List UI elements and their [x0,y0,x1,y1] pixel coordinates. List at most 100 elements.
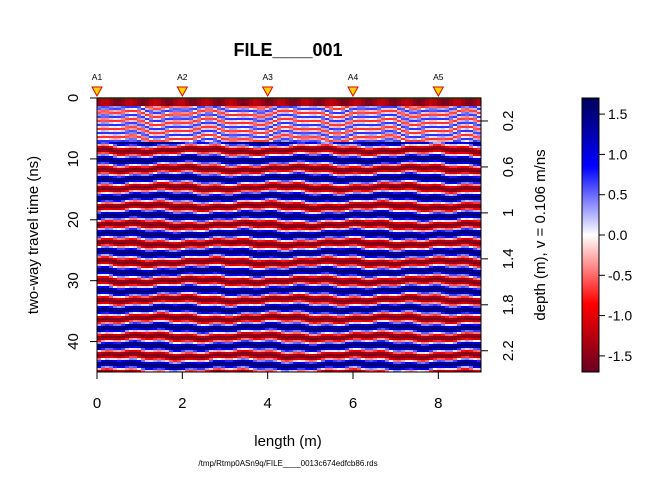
trace-cell [361,132,366,135]
trace-cell [177,112,182,115]
trace-cell [461,162,466,165]
trace-cell [153,104,158,107]
trace-cell [301,190,306,193]
trace-cell [249,190,254,193]
trace-cell [405,148,410,151]
trace-cell [429,104,434,107]
trace-cell [381,166,386,169]
trace-cell [365,102,370,105]
trace-cell [269,178,274,181]
trace-cell [333,108,338,111]
trace-cell [301,188,306,191]
trace-cell [121,144,126,147]
trace-cell [365,110,370,113]
trace-cell [301,184,306,187]
trace-cell [461,176,466,179]
trace-cell [229,184,234,187]
trace-cell [421,166,426,169]
trace-cell [429,146,434,149]
trace-cell [257,116,262,119]
trace-cell [345,112,350,115]
trace-cell [449,106,454,109]
trace-cell [273,132,278,135]
trace-cell [341,172,346,175]
trace-cell [405,114,410,117]
trace-cell [121,130,126,133]
trace-cell [233,148,238,151]
trace-cell [233,104,238,107]
trace-cell [449,192,454,195]
trace-cell [209,176,214,179]
trace-cell [389,120,394,123]
trace-cell [197,194,202,197]
trace-cell [289,140,294,143]
trace-cell [233,118,238,121]
trace-cell [413,100,418,103]
trace-cell [181,162,186,165]
trace-cell [233,192,238,195]
trace-cell [437,132,442,135]
trace-cell [249,178,254,181]
trace-cell [177,148,182,151]
trace-cell [285,172,290,175]
trace-cell [273,134,278,137]
trace-cell [265,120,270,123]
trace-cell [377,160,382,163]
trace-cell [285,196,290,199]
trace-cell [201,122,206,125]
trace-cell [121,194,126,197]
trace-cell [149,186,154,189]
trace-cell [337,114,342,117]
trace-cell [409,192,414,195]
trace-cell [349,176,354,179]
trace-cell [317,192,322,195]
trace-cell [341,162,346,165]
trace-cell [369,182,374,185]
trace-cell [365,162,370,165]
trace-cell [149,184,154,187]
trace-cell [465,134,470,137]
trace-cell [345,106,350,109]
trace-cell [105,102,110,105]
trace-cell [373,130,378,133]
trace-cell [269,200,274,203]
trace-cell [317,100,322,103]
trace-cell [105,166,110,169]
trace-cell [377,158,382,161]
trace-cell [177,120,182,123]
trace-cell [189,136,194,139]
trace-cell [109,134,114,137]
trace-cell [97,148,102,151]
trace-cell [461,124,466,127]
trace-cell [441,170,446,173]
trace-cell [445,174,450,177]
trace-cell [197,200,202,203]
trace-cell [337,172,342,175]
trace-cell [437,162,442,165]
trace-cell [141,168,146,171]
trace-cell [305,138,310,141]
trace-cell [349,194,354,197]
trace-cell [381,130,386,133]
trace-cell [289,176,294,179]
trace-cell [97,194,102,197]
trace-cell [333,126,338,129]
trace-cell [401,194,406,197]
trace-cell [277,180,282,183]
trace-cell [265,160,270,163]
trace-cell [177,160,182,163]
trace-cell [393,170,398,173]
trace-cell [177,152,182,155]
trace-cell [473,156,478,159]
trace-cell [117,158,122,161]
trace-cell [413,158,418,161]
trace-cell [365,148,370,151]
trace-cell [305,174,310,177]
trace-cell [205,98,210,101]
trace-cell [193,102,198,105]
trace-cell [205,184,210,187]
trace-cell [213,166,218,169]
trace-cell [345,114,350,117]
trace-cell [453,122,458,125]
